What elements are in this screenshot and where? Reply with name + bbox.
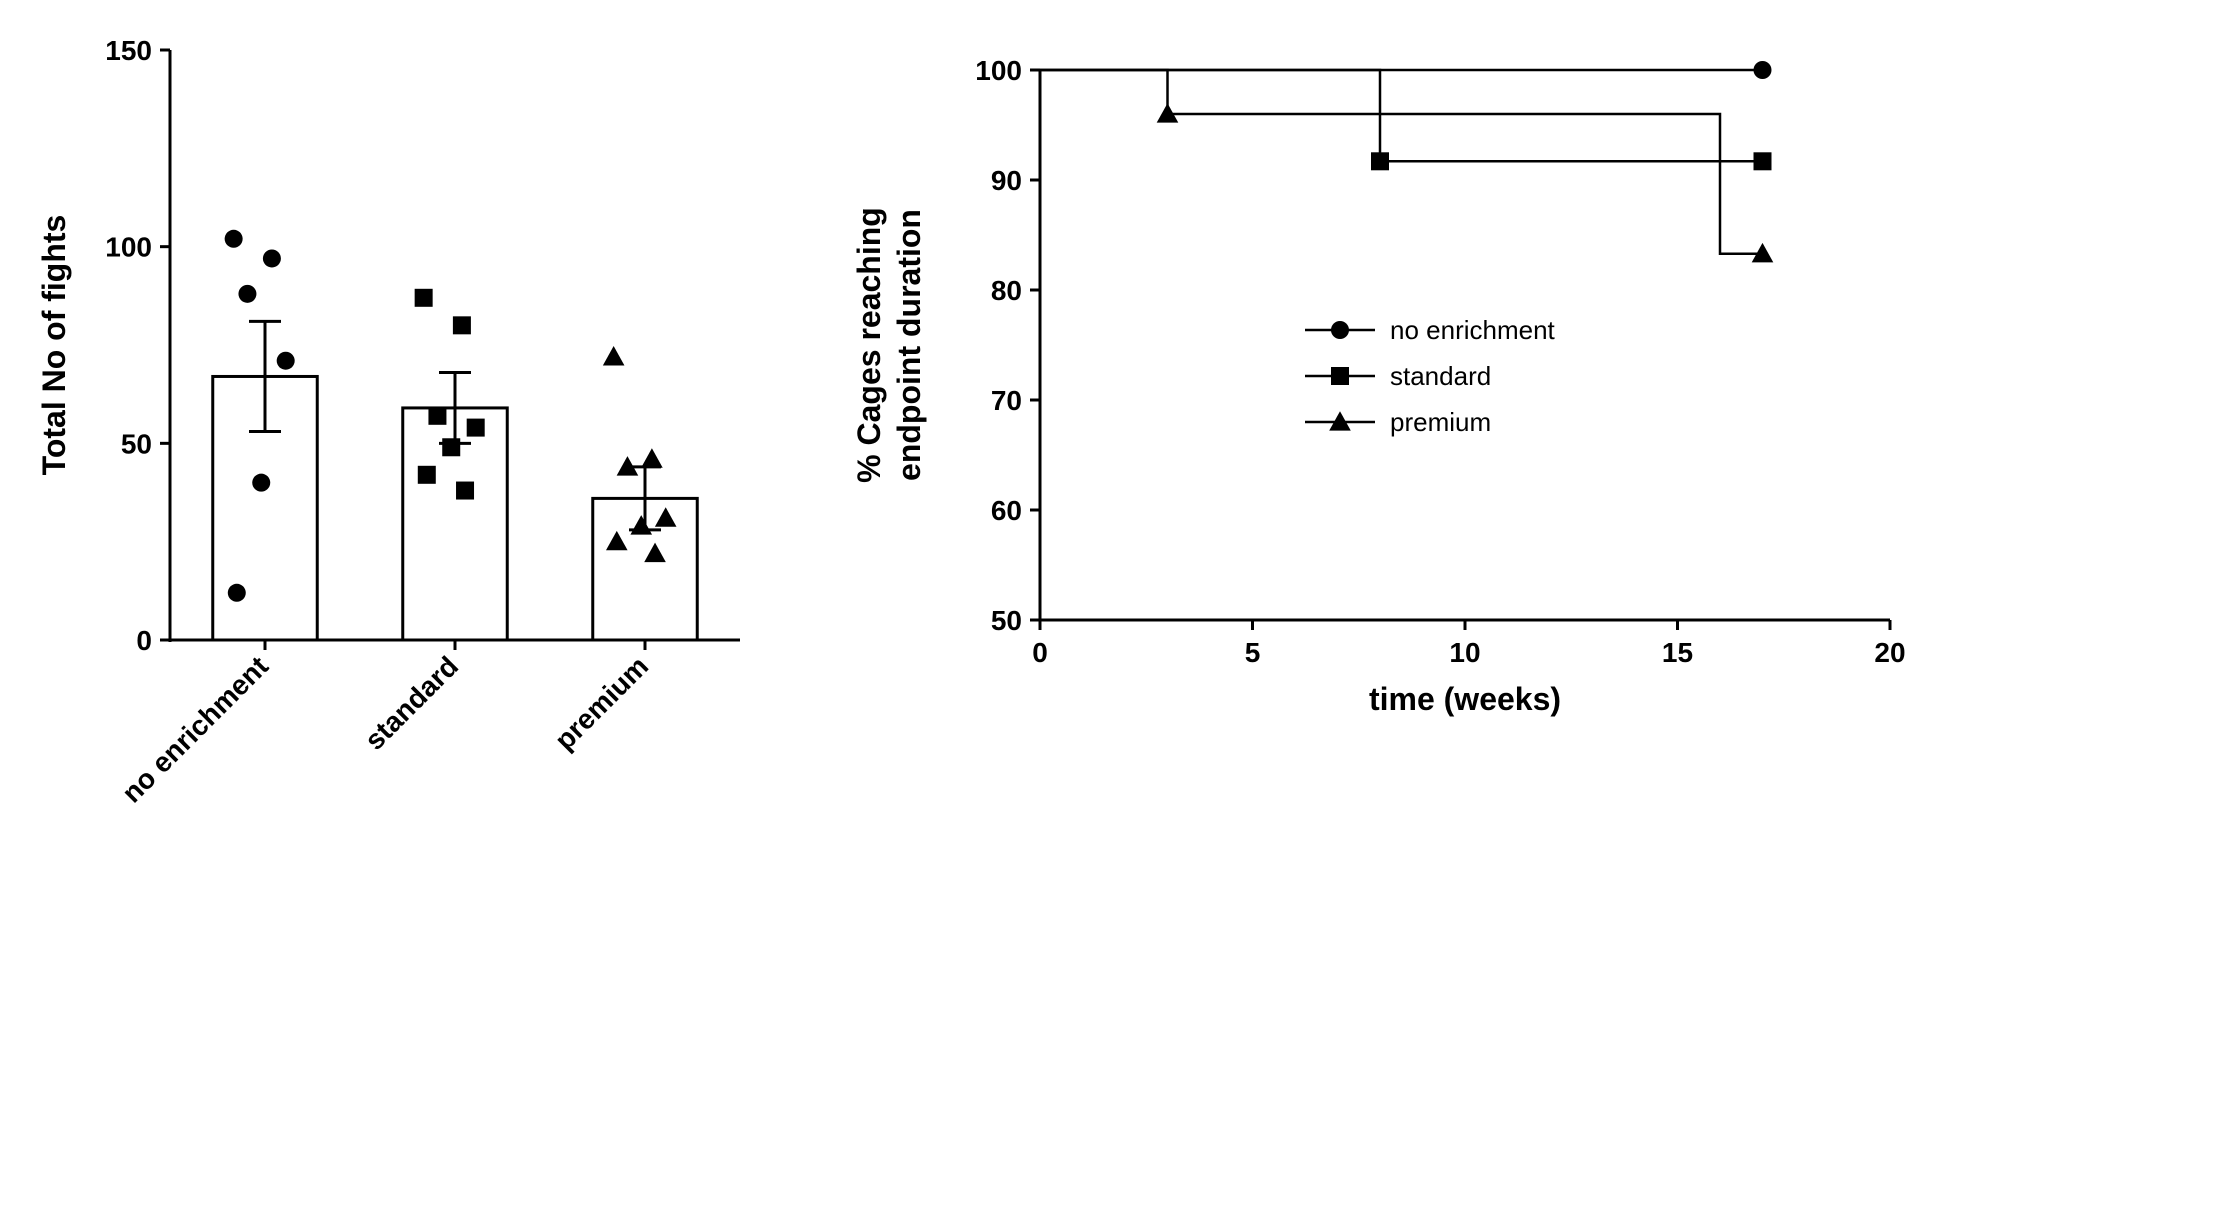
y-tick-label: 70	[991, 385, 1022, 416]
scatter-point	[418, 466, 436, 484]
legend-marker	[1331, 367, 1349, 385]
scatter-point	[225, 230, 243, 248]
x-tick-label: standard	[359, 650, 465, 756]
x-tick-label: 20	[1874, 637, 1905, 668]
y-tick-label: 60	[991, 495, 1022, 526]
scatter-point	[238, 285, 256, 303]
scatter-point	[644, 543, 666, 562]
end-marker	[1754, 61, 1772, 79]
scatter-point	[277, 352, 295, 370]
y-tick-label: 50	[991, 605, 1022, 636]
scatter-point	[630, 515, 652, 534]
y-axis-label-line1: % Cages reaching	[851, 207, 887, 483]
y-tick-label: 100	[105, 232, 152, 263]
legend-label: standard	[1390, 361, 1491, 391]
scatter-point	[263, 249, 281, 267]
scatter-point	[603, 346, 625, 365]
legend-label: no enrichment	[1390, 315, 1556, 345]
end-marker	[1754, 152, 1772, 170]
legend-marker	[1331, 321, 1349, 339]
legend-label: premium	[1390, 407, 1491, 437]
y-axis-label: Total No of fights	[36, 215, 72, 476]
x-axis-label: time (weeks)	[1369, 681, 1561, 717]
scatter-point	[228, 584, 246, 602]
survival-line	[1040, 70, 1763, 161]
bar-chart: 0 50 100 150 Total No of fights no enrichment…	[20, 20, 770, 980]
scatter-point	[606, 531, 628, 550]
x-tick-label: premium	[549, 650, 655, 756]
scatter-point	[456, 482, 474, 500]
scatter-point	[442, 438, 460, 456]
x-tick-label: 10	[1449, 637, 1480, 668]
x-tick-label: 15	[1662, 637, 1693, 668]
scatter-point	[655, 507, 677, 526]
scatter-point	[453, 316, 471, 334]
y-axis-label-line2: endpoint duration	[891, 209, 927, 481]
scatter-point	[415, 289, 433, 307]
censor-marker	[1371, 152, 1389, 170]
scatter-point	[467, 419, 485, 437]
y-tick-label: 0	[136, 625, 152, 656]
x-tick-label: 0	[1032, 637, 1048, 668]
y-tick-label: 90	[991, 165, 1022, 196]
x-tick-label: 5	[1245, 637, 1261, 668]
y-tick-label: 100	[975, 55, 1022, 86]
y-tick-label: 50	[121, 428, 152, 459]
x-tick-label: no enrichment	[116, 650, 274, 808]
scatter-point	[428, 407, 446, 425]
y-tick-label: 80	[991, 275, 1022, 306]
survival-chart: 50 60 70 80 90 100 0 5 10 15 20 % Cages reachingend…	[830, 20, 1930, 800]
scatter-point	[641, 448, 663, 467]
scatter-point	[252, 474, 270, 492]
figure-container: 050100150Total No of fightsno enrichment…	[20, 20, 2207, 980]
y-tick-label: 150	[105, 35, 152, 66]
